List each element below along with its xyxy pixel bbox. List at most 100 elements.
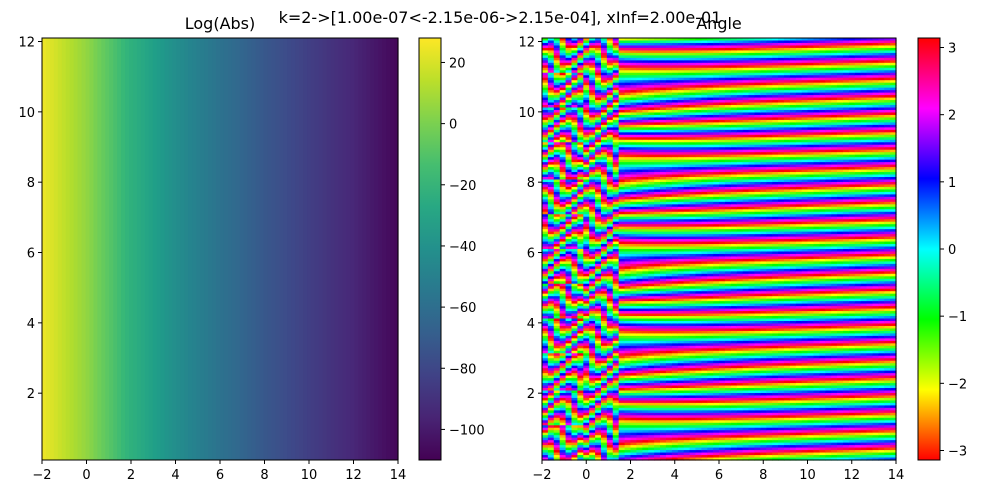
angle-cell (583, 405, 590, 409)
angle-cell (642, 119, 649, 123)
angle-cell (701, 420, 708, 424)
angle-cell (660, 420, 667, 424)
angle-cell (612, 400, 620, 404)
angle-cell (618, 385, 626, 389)
angle-cell (589, 417, 596, 421)
angle-cell (595, 214, 602, 218)
angle-cell (618, 229, 626, 233)
angle-cell (577, 385, 584, 389)
angle-cell (689, 241, 696, 245)
angle-cell (601, 278, 608, 282)
angle-cell (583, 241, 590, 245)
angle-cell (559, 402, 567, 406)
angle-cell (654, 388, 661, 392)
angle-cell (583, 42, 590, 47)
angle-cell (630, 219, 637, 223)
angle-cell (565, 410, 573, 414)
angle-cell (701, 258, 708, 263)
angle-cell (577, 72, 584, 76)
angle-cell (601, 189, 608, 193)
angle-cell (695, 196, 702, 200)
angle-cell (660, 47, 667, 52)
angle-cell (542, 432, 549, 436)
angle-cell (701, 62, 708, 66)
angle-cell (571, 189, 578, 193)
angle-cell (630, 186, 637, 191)
angle-cell (565, 159, 573, 163)
angle-cell (630, 288, 637, 292)
angle-cell (565, 405, 573, 409)
angle-cell (606, 236, 614, 240)
angle-cell (648, 129, 655, 133)
angle-cell (583, 320, 590, 325)
angle-cell (595, 105, 602, 109)
angle-cell (695, 122, 702, 126)
angle-cell (665, 288, 673, 292)
angle-cell (660, 107, 667, 111)
angle-cell (642, 159, 649, 163)
angle-cell (606, 395, 614, 399)
angle-cell (683, 457, 691, 461)
angle-cell (553, 268, 561, 272)
angle-cell (559, 301, 567, 305)
angle-cell (660, 186, 667, 191)
angle-cell (565, 281, 573, 285)
angle-cell (707, 256, 714, 260)
angle-cell (683, 402, 691, 406)
angle-cell (606, 383, 614, 387)
angle-cell (618, 137, 626, 141)
angle-cell (565, 206, 573, 210)
angle-cell (630, 266, 637, 270)
angle-cell (624, 95, 632, 99)
angle-cell (695, 226, 702, 230)
angle-cell (565, 177, 573, 181)
angle-cell (689, 427, 696, 431)
angle-cell (618, 291, 626, 295)
angle-cell (606, 241, 614, 245)
angle-cell (612, 316, 620, 320)
angle-cell (642, 181, 649, 186)
angle-cell (660, 229, 667, 233)
angle-cell (630, 246, 637, 250)
angle-cell (559, 231, 567, 235)
angle-cell (665, 147, 673, 151)
angle-cell (648, 62, 655, 66)
angle-cell (624, 209, 632, 213)
angle-cell (660, 407, 667, 411)
angle-cell (542, 204, 549, 208)
angle-cell (559, 447, 567, 451)
angle-cell (701, 60, 708, 64)
angle-cell (701, 348, 708, 352)
angle-cell (571, 338, 578, 342)
angle-cell (683, 152, 691, 156)
angle-cell (671, 296, 679, 300)
angle-cell (606, 422, 614, 426)
angle-cell (601, 70, 608, 74)
angle-cell (665, 159, 673, 163)
angle-cell (660, 239, 667, 243)
angle-cell (601, 114, 608, 119)
angle-cell (654, 177, 661, 181)
angle-cell (683, 400, 691, 404)
angle-cell (589, 85, 596, 89)
angle-cell (553, 313, 561, 317)
angle-cell (583, 253, 590, 258)
angle-cell (671, 144, 679, 148)
angle-cell (689, 368, 696, 372)
angle-cell (654, 152, 661, 156)
angle-cell (601, 236, 608, 240)
angle-cell (636, 107, 643, 111)
angle-cell (565, 231, 573, 235)
angle-cell (571, 251, 578, 255)
angle-cell (583, 365, 590, 369)
angle-cell (660, 430, 667, 434)
angle-cell (583, 355, 590, 359)
angle-cell (542, 253, 549, 258)
logabs-strip (69, 38, 75, 460)
angle-cell (542, 435, 549, 439)
angle-cell (683, 55, 691, 59)
angle-cell (707, 172, 714, 176)
angle-cell (677, 77, 685, 81)
angle-cell (660, 378, 667, 382)
angle-cell (601, 320, 608, 325)
